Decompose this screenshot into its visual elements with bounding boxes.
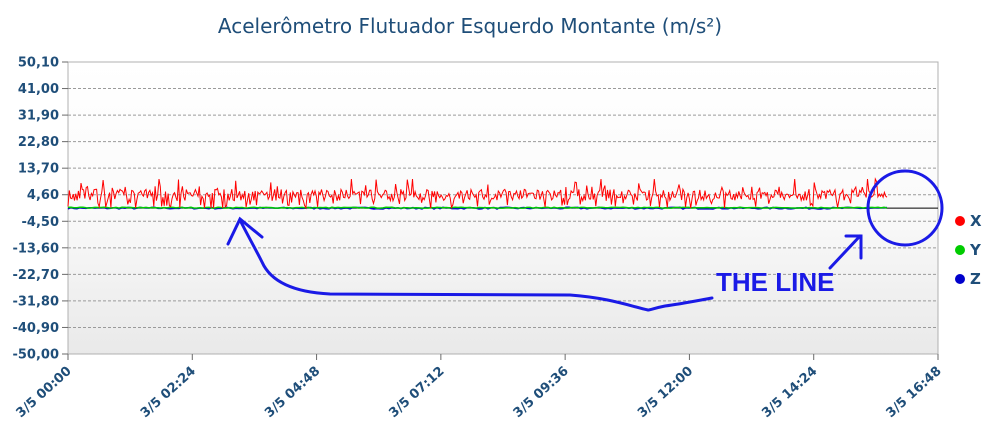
legend-label-z: Z bbox=[970, 270, 981, 288]
legend: XYZ bbox=[955, 212, 982, 288]
y-tick-label: -4,50 bbox=[22, 215, 59, 230]
x-tick-label: 3/5 00:00 bbox=[14, 364, 75, 421]
y-tick-label: 41,00 bbox=[18, 82, 59, 97]
x-tick-label: 3/5 09:36 bbox=[511, 364, 572, 421]
legend-label-x: X bbox=[970, 212, 982, 230]
arrow-right bbox=[828, 234, 863, 270]
x-tick-label: 3/5 02:24 bbox=[138, 364, 199, 421]
legend-marker-y bbox=[955, 245, 965, 255]
x-axis: 3/5 00:00 3/5 02:24 3/5 04:48 3/5 07:12 3/5 … bbox=[14, 354, 945, 421]
x-tick-label: 3/5 04:48 bbox=[262, 364, 323, 421]
series-lines bbox=[67, 177, 938, 210]
x-tick-label: 3/5 07:12 bbox=[386, 364, 447, 421]
arrow-left-head bbox=[226, 216, 264, 246]
grid-lines bbox=[68, 88, 938, 328]
legend-marker-z bbox=[955, 274, 965, 284]
y-tick-label: 22,80 bbox=[18, 135, 59, 150]
hand-annotation: THE LINE bbox=[226, 169, 944, 312]
annotation-the-line: THE LINE bbox=[716, 267, 834, 297]
y-tick-label: 31,90 bbox=[18, 109, 59, 124]
highlight-circle bbox=[866, 169, 944, 247]
arrow-curve bbox=[238, 218, 714, 312]
series-line-x bbox=[67, 177, 888, 210]
y-tick-label: 13,70 bbox=[18, 162, 59, 177]
y-tick-label: -13,60 bbox=[12, 241, 59, 256]
y-tick-label: -50,00 bbox=[12, 348, 59, 363]
y-axis: 50,10 41,00 31,90 22,80 13,70 4,60 -4,50 -13,60… bbox=[12, 56, 68, 363]
chart-title: Acelerômetro Flutuador Esquerdo Montante… bbox=[218, 14, 722, 38]
y-tick-label: -31,80 bbox=[12, 294, 59, 309]
x-tick-label: 3/5 12:00 bbox=[635, 364, 696, 421]
series-line-y bbox=[67, 206, 888, 209]
y-tick-label: 4,60 bbox=[27, 188, 59, 203]
x-tick-label: 3/5 16:48 bbox=[884, 364, 945, 421]
legend-label-y: Y bbox=[969, 241, 982, 259]
y-tick-label: 50,10 bbox=[18, 56, 59, 71]
y-tick-label: -22,70 bbox=[12, 268, 59, 283]
x-tick-label: 3/5 14:24 bbox=[759, 364, 820, 421]
legend-marker-x bbox=[955, 216, 965, 226]
y-tick-label: -40,90 bbox=[12, 321, 59, 336]
